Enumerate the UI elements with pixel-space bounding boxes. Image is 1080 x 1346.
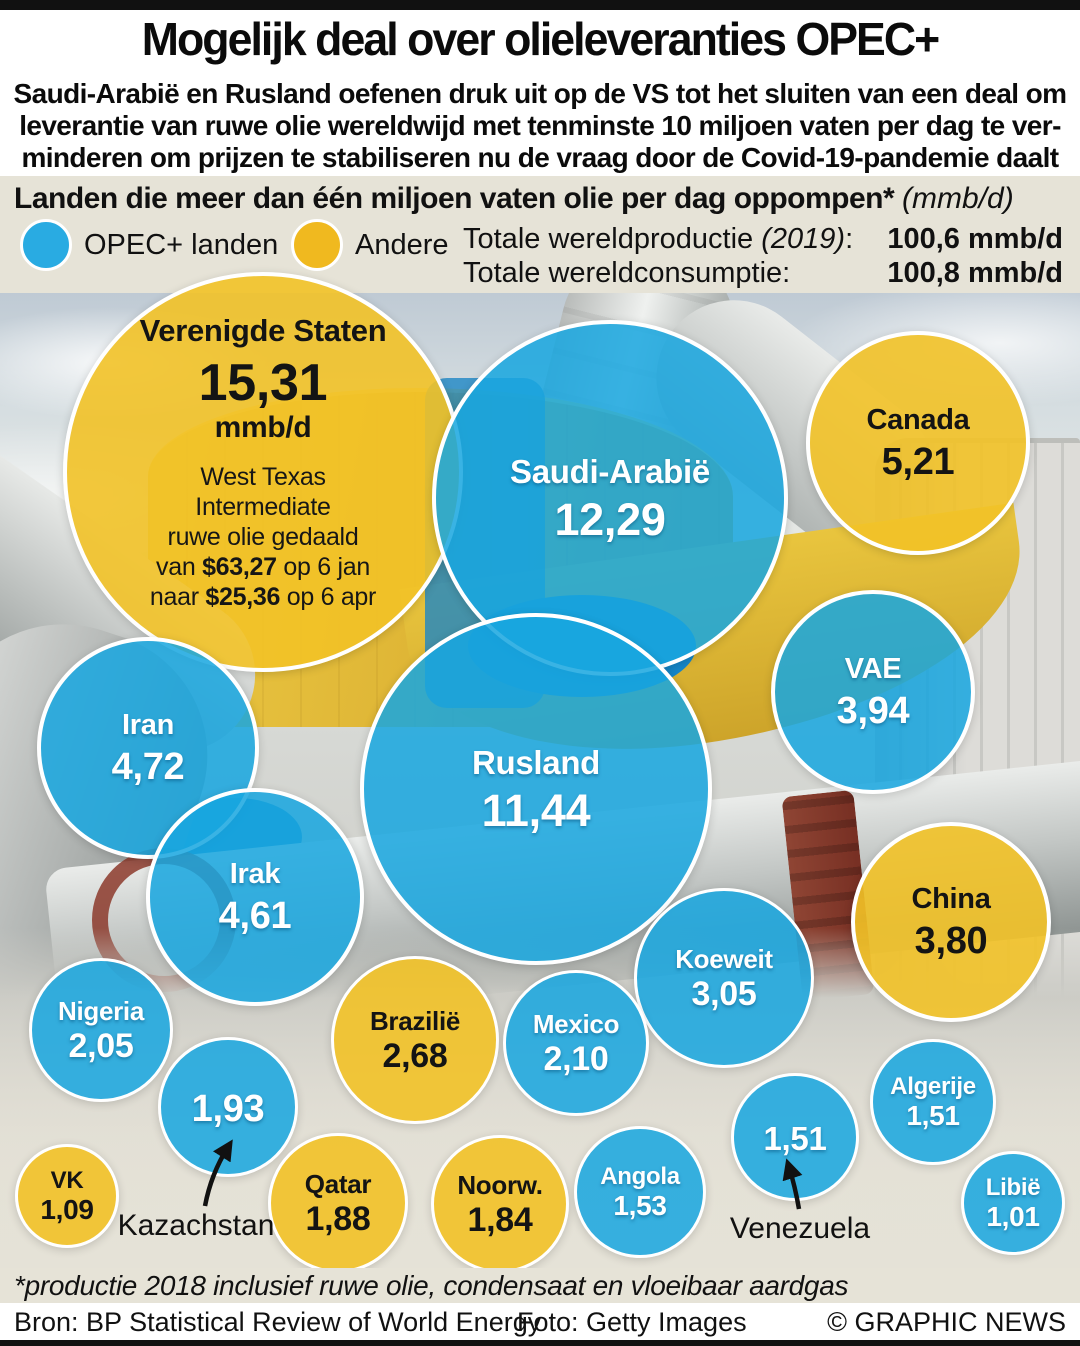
chart-heading: Landen die meer dan één miljoen vaten ol… <box>14 182 1014 216</box>
bottom-black-bar <box>0 1340 1080 1346</box>
source-credit: Bron: BP Statistical Review of World Ene… <box>14 1307 542 1337</box>
footnote-text: *productie 2018 inclusief ruwe olie, con… <box>14 1270 849 1301</box>
legend-item-opec: OPEC+ landen <box>20 219 278 271</box>
chart-heading-unit: (mmb/d) <box>902 182 1014 215</box>
totals-value: 100,6 mmb/d <box>887 223 1063 255</box>
photo-blue-tank-top <box>468 595 696 697</box>
page-subtitle: Saudi-Arabië en Rusland oefenen druk uit… <box>13 78 1068 173</box>
totals-value: 100,8 mmb/d <box>887 257 1063 289</box>
totals-box: Totale wereldproductie (2019): 100,6 mmb/… <box>463 222 1063 290</box>
photo-credit: Foto: Getty Images <box>517 1307 747 1337</box>
footnote-strip: *productie 2018 inclusief ruwe olie, con… <box>0 1268 1080 1303</box>
photo-bottom-haze <box>0 983 1080 1268</box>
totals-row: Totale wereldconsumptie: 100,8 mmb/d <box>463 256 1063 290</box>
source-bar: Bron: BP Statistical Review of World Ene… <box>0 1303 1080 1340</box>
legend-panel: Landen die meer dan één miljoen vaten ol… <box>0 176 1080 293</box>
legend-dot <box>291 219 343 271</box>
legend-item-andere: Andere <box>291 219 449 271</box>
copyright: © GRAPHIC NEWS <box>827 1307 1066 1337</box>
legend-label: OPEC+ landen <box>84 228 279 261</box>
chart-heading-text: Landen die meer dan één miljoen vaten ol… <box>14 182 895 215</box>
totals-label: Totale wereldconsumptie: <box>463 257 791 289</box>
totals-label: Totale wereldproductie (2019): <box>463 223 854 255</box>
totals-row: Totale wereldproductie (2019): 100,6 mmb/… <box>463 222 1063 256</box>
legend-label: Andere <box>355 228 449 261</box>
legend-dot <box>20 219 72 271</box>
top-black-bar <box>0 0 1080 10</box>
background-photo <box>0 293 1080 1268</box>
page-title: Mogelijk deal over olieleveranties OPEC+ <box>141 13 941 65</box>
